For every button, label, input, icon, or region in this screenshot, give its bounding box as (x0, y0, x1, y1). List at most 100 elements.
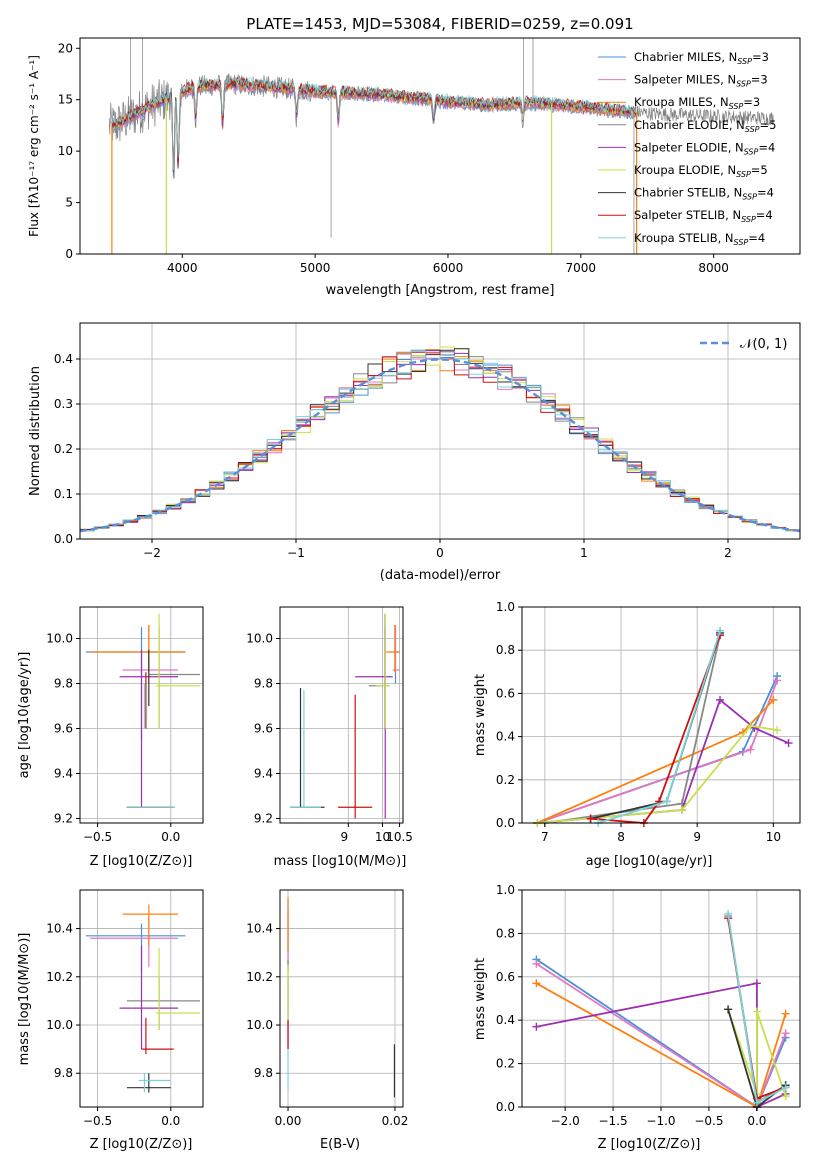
mass-weight-vs-metallicity-panel: −2.0 −1.5 −1.0 −0.5 0.0 0.0 0.2 0.4 0.6 0.8 1.0 (496, 883, 800, 1128)
legend-subscript: SSP (745, 125, 760, 134)
mass-weight-marker (785, 739, 793, 747)
figure: PLATE=1453, MJD=53084, FIBERID=0259, z=0… (0, 0, 819, 1170)
y-tick-label: 0.0 (496, 816, 515, 830)
y-tick-label: 15 (58, 93, 73, 107)
y-tick-label: 0.6 (496, 686, 515, 700)
legend-suffix: =3 (751, 73, 768, 87)
legend-suffix: =4 (756, 208, 773, 222)
legend-suffix: =5 (760, 118, 777, 132)
mass-weight-marker (782, 1010, 790, 1018)
x-tick-label: −0.5 (83, 1114, 112, 1128)
legend-entry: Kroupa MILES, NSSP=3 (634, 95, 760, 111)
x-tick-label: −2.0 (551, 1114, 580, 1128)
legend-entry: Chabrier MILES, NSSP=3 (634, 50, 769, 66)
legend-entry: Salpeter MILES, NSSP=3 (634, 73, 768, 89)
mass-weight-vs-age-panel: 7 8 9 10 0.0 0.2 0.4 0.6 0.8 1.0 (496, 600, 800, 844)
x-tick-label: 0.00 (275, 1114, 302, 1128)
y-tick-label: 9.8 (54, 1066, 73, 1080)
mwAge-ylabel: mass weight (473, 674, 488, 756)
y-tick-label: 0.6 (496, 970, 515, 984)
y-tick-label: 9.8 (254, 1066, 273, 1080)
y-tick-label: 0.8 (496, 643, 515, 657)
residuals-panel: −2 −1 0 1 2 0.0 0.1 0.2 0.3 0.4 𝒩(0, 1) (54, 323, 800, 560)
x-tick-label: 0.0 (161, 830, 180, 844)
x-tick-label: 5000 (300, 261, 331, 275)
legend-subscript: SSP (729, 102, 744, 111)
y-tick-label: 9.6 (54, 722, 73, 736)
x-tick-label: −0.5 (83, 830, 112, 844)
y-tick-label: 9.2 (254, 812, 273, 826)
y-tick-label: 9.8 (254, 677, 273, 691)
mass-vs-extinction-panel: 0.00 0.02 9.8 10.0 10.2 10.4 (246, 890, 408, 1128)
y-tick-label: 5 (65, 196, 73, 210)
x-tick-label: 10.5 (386, 830, 413, 844)
y-tick-label: 0.8 (496, 926, 515, 940)
massEbv-xlabel: E(B-V) (320, 1137, 360, 1152)
mass-weight-line (591, 635, 721, 823)
spectrum-panel: 4000 5000 6000 7000 8000 0 5 10 15 20 Chabrier MIL… (58, 38, 800, 275)
x-tick-label: 0.02 (382, 1114, 409, 1128)
y-tick-label: 10.4 (246, 922, 273, 936)
legend-entry: Chabrier STELIB, NSSP=4 (634, 186, 774, 202)
x-tick-label: −1 (287, 546, 305, 560)
mass-weight-marker (663, 797, 671, 805)
massZ-ylabel: mass [log10(M/M⊙)] (17, 933, 32, 1066)
residuals-ylabel: Normed distribution (28, 366, 43, 496)
mass-weight-marker (532, 1023, 540, 1031)
y-tick-label: 0.0 (54, 532, 73, 546)
ageZ-ylabel: age [log10(age/yr)] (17, 652, 32, 779)
legend-subscript: SSP (737, 57, 752, 66)
figure-title: PLATE=1453, MJD=53084, FIBERID=0259, z=0… (246, 15, 633, 33)
y-tick-label: 0.1 (54, 487, 73, 501)
legend-suffix: =4 (758, 140, 775, 154)
y-tick-label: 0.2 (54, 442, 73, 456)
legend-suffix: =3 (743, 95, 760, 109)
y-tick-label: 0.4 (54, 352, 73, 366)
legend-subscript: SSP (736, 170, 751, 179)
x-tick-label: 2 (724, 546, 732, 560)
legend-entry: Kroupa ELODIE, NSSP=5 (634, 163, 768, 179)
age-vs-mass-panel: 1010.599.29.49.69.810.0 (246, 607, 413, 844)
y-tick-label: 0.0 (496, 1100, 515, 1114)
legend-suffix: =4 (748, 231, 765, 245)
spectrum-xlabel: wavelength [Angstrom, rest frame] (326, 283, 555, 298)
x-tick-label: −0.5 (694, 1114, 723, 1128)
massZ-xlabel: Z [log10(Z/Z⊙)] (90, 1137, 193, 1152)
x-tick-label: −2 (143, 546, 161, 560)
x-tick-label: 7 (541, 830, 549, 844)
mass-weight-line (537, 726, 777, 823)
mwAge-xlabel: age [log10(age/yr)] (586, 854, 713, 869)
y-tick-label: 1.0 (496, 883, 515, 897)
y-tick-label: 10.4 (46, 922, 73, 936)
x-tick-label: 0.0 (161, 1114, 180, 1128)
legend-entry: Kroupa STELIB, NSSP=4 (634, 231, 765, 247)
legend-subscript: SSP (734, 238, 749, 247)
y-tick-label: 10.2 (246, 970, 273, 984)
mass-weight-line (728, 1009, 786, 1096)
y-tick-label: 10.0 (46, 632, 73, 646)
mass-weight-marker (753, 1008, 761, 1016)
mwZ-xlabel: Z [log10(Z/Z⊙)] (598, 1137, 701, 1152)
mass-weight-marker (746, 746, 754, 754)
y-tick-label: 9.8 (54, 677, 73, 691)
x-tick-label: 9 (341, 830, 349, 844)
y-tick-label: 9.4 (254, 767, 273, 781)
axes-frame (280, 890, 403, 1107)
y-tick-label: 0.4 (496, 1013, 515, 1027)
legend-entry: 𝒩(0, 1) (740, 337, 787, 352)
mass-weight-line (537, 700, 788, 823)
x-tick-label: 6000 (433, 261, 464, 275)
y-tick-label: 10.0 (46, 1018, 73, 1032)
y-tick-label: 10 (58, 144, 73, 158)
legend-subscript: SSP (741, 215, 756, 224)
mass-weight-marker (532, 979, 540, 987)
legend-entry: Chabrier ELODIE, NSSP=5 (634, 118, 776, 134)
x-tick-label: 0 (436, 546, 444, 560)
x-tick-label: 9 (693, 830, 701, 844)
y-tick-label: 10.0 (246, 1018, 273, 1032)
y-tick-label: 1.0 (496, 600, 515, 614)
y-tick-label: 20 (58, 41, 73, 55)
ageZ-xlabel: Z [log10(Z/Z⊙)] (90, 854, 193, 869)
mass-weight-marker (773, 726, 781, 734)
y-tick-label: 9.4 (54, 767, 73, 781)
